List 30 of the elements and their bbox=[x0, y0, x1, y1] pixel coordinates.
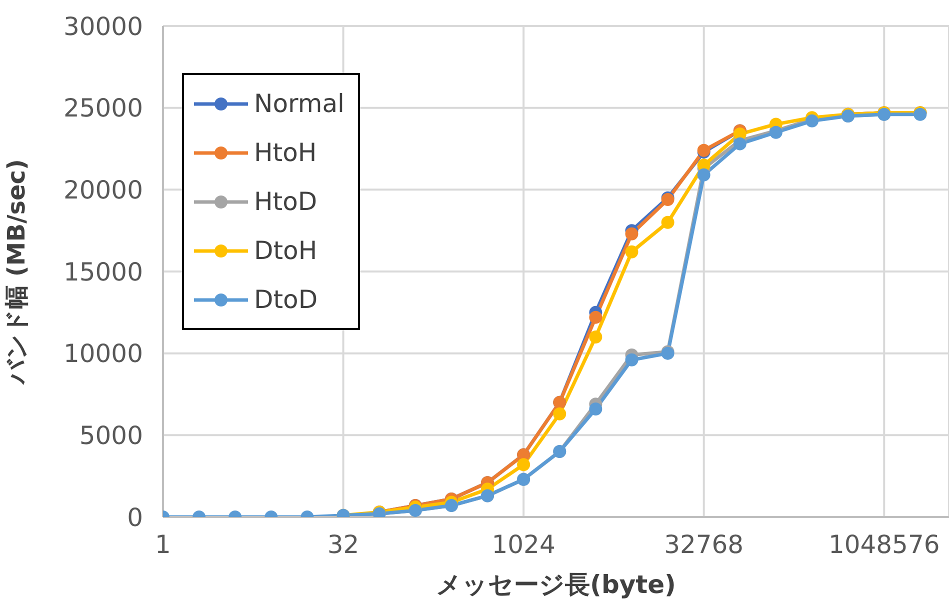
legend-label: HtoH bbox=[253, 137, 318, 169]
x-tick-label: 32 bbox=[327, 530, 360, 559]
legend-label: Normal bbox=[253, 88, 346, 120]
point bbox=[733, 137, 746, 150]
legend-label: DtoD bbox=[253, 284, 319, 316]
y-tick-label: 15000 bbox=[63, 257, 143, 286]
point bbox=[625, 353, 638, 366]
y-tick-label: 0 bbox=[127, 502, 143, 532]
point bbox=[625, 227, 638, 240]
point bbox=[589, 310, 602, 324]
y-tick-label: 30000 bbox=[63, 12, 143, 41]
legend-label: HtoD bbox=[253, 186, 318, 218]
point bbox=[553, 407, 566, 420]
y-tick-label: 5000 bbox=[79, 421, 143, 450]
legend-label: DtoH bbox=[253, 235, 318, 267]
x-tick-label: 32768 bbox=[664, 530, 744, 559]
point bbox=[589, 330, 602, 344]
point bbox=[589, 402, 602, 416]
x-axis-title: メッセージ長(byte) bbox=[436, 570, 676, 599]
y-tick-label: 25000 bbox=[63, 94, 143, 123]
y-tick-label: 10000 bbox=[63, 339, 143, 368]
x-tick-label: 1 bbox=[155, 530, 171, 559]
point bbox=[625, 245, 638, 258]
x-tick-label: 1024 bbox=[492, 530, 556, 559]
point bbox=[517, 458, 530, 472]
point bbox=[661, 216, 674, 229]
y-tick-label: 20000 bbox=[63, 176, 143, 205]
x-tick-label: 1048576 bbox=[828, 530, 940, 559]
point bbox=[697, 168, 710, 182]
y-axis-title: バンド幅 (MB/sec) bbox=[2, 158, 31, 386]
